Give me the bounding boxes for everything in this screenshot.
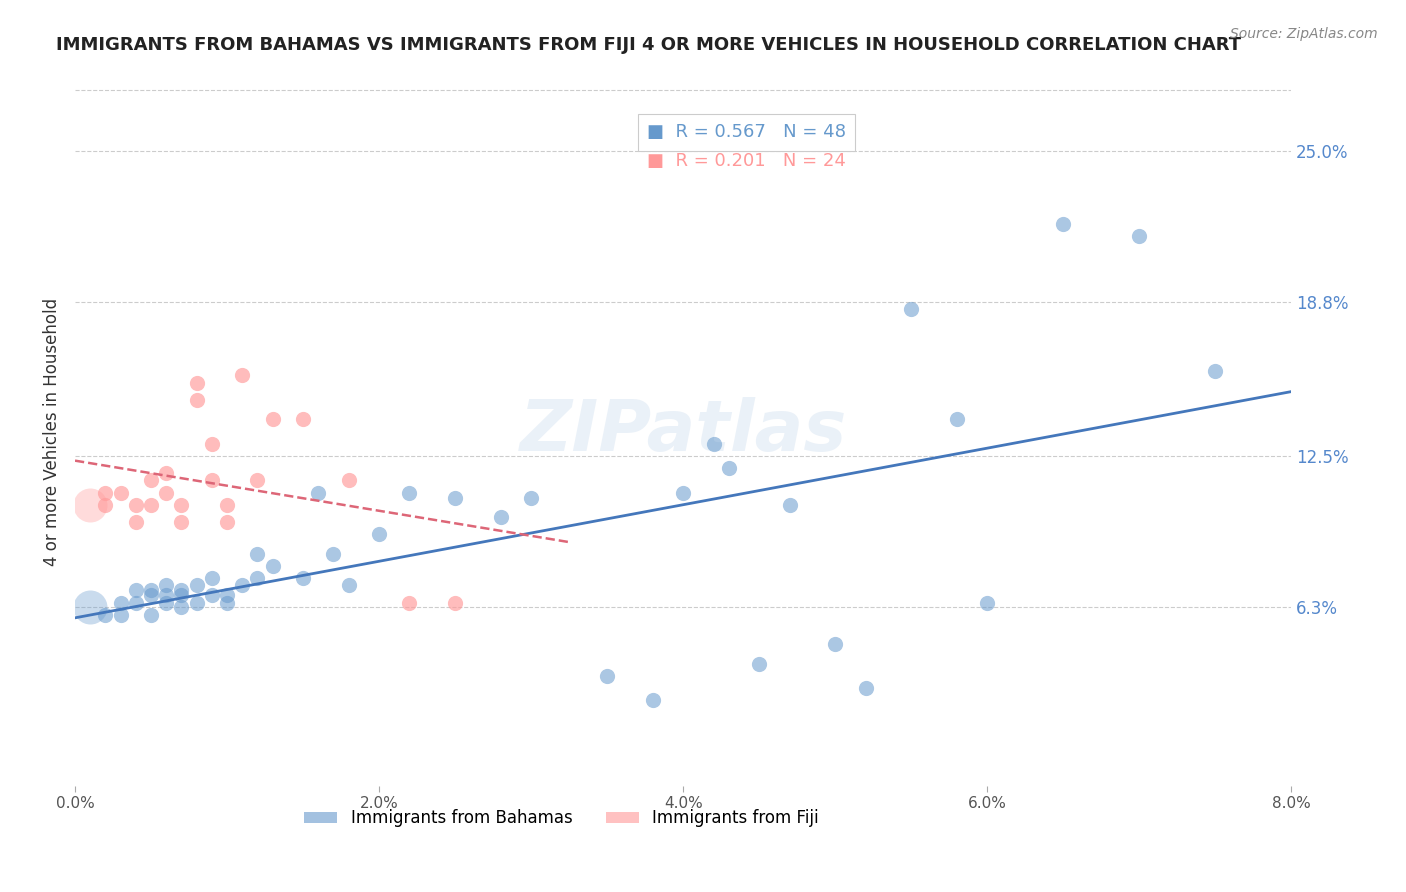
Point: [307, 485, 329, 500]
Point: [186, 376, 208, 390]
Point: [824, 637, 846, 651]
Point: [368, 527, 391, 541]
Point: [125, 583, 148, 598]
Point: [201, 437, 224, 451]
Point: [292, 412, 315, 426]
Point: [170, 498, 193, 512]
Point: [125, 515, 148, 529]
Point: [79, 600, 101, 615]
Point: [900, 302, 922, 317]
Point: [444, 596, 467, 610]
Point: [110, 596, 132, 610]
Y-axis label: 4 or more Vehicles in Household: 4 or more Vehicles in Household: [44, 298, 60, 566]
Point: [444, 491, 467, 505]
Point: [110, 607, 132, 622]
Point: [976, 596, 998, 610]
Point: [1052, 217, 1074, 231]
Point: [201, 474, 224, 488]
Point: [186, 392, 208, 407]
Point: [186, 596, 208, 610]
Point: [672, 485, 695, 500]
Point: [398, 596, 420, 610]
Point: [125, 498, 148, 512]
Point: [170, 583, 193, 598]
Point: [110, 485, 132, 500]
Point: [337, 474, 360, 488]
Point: [155, 578, 177, 592]
Point: [246, 547, 269, 561]
Text: Source: ZipAtlas.com: Source: ZipAtlas.com: [1230, 27, 1378, 41]
Point: [717, 461, 740, 475]
Text: ■  R = 0.201   N = 24: ■ R = 0.201 N = 24: [647, 152, 845, 169]
Point: [703, 437, 725, 451]
Point: [748, 657, 770, 671]
Point: [139, 607, 162, 622]
Point: [231, 368, 253, 383]
Point: [94, 607, 117, 622]
Point: [170, 600, 193, 615]
Point: [246, 474, 269, 488]
Point: [489, 510, 512, 524]
Point: [186, 578, 208, 592]
Text: IMMIGRANTS FROM BAHAMAS VS IMMIGRANTS FROM FIJI 4 OR MORE VEHICLES IN HOUSEHOLD : IMMIGRANTS FROM BAHAMAS VS IMMIGRANTS FR…: [56, 36, 1241, 54]
Point: [155, 466, 177, 480]
Point: [337, 578, 360, 592]
Point: [155, 588, 177, 602]
Point: [215, 515, 238, 529]
Point: [1128, 229, 1150, 244]
Point: [231, 578, 253, 592]
Point: [215, 498, 238, 512]
Point: [262, 412, 284, 426]
Point: [139, 583, 162, 598]
Point: [125, 596, 148, 610]
Point: [322, 547, 344, 561]
Point: [155, 485, 177, 500]
Point: [170, 515, 193, 529]
Point: [779, 498, 801, 512]
Point: [94, 485, 117, 500]
Point: [1204, 363, 1226, 377]
Point: [215, 588, 238, 602]
Point: [201, 588, 224, 602]
Text: ZIPatlas: ZIPatlas: [519, 397, 846, 467]
Point: [170, 588, 193, 602]
Point: [94, 498, 117, 512]
Text: ■  R = 0.567   N = 48: ■ R = 0.567 N = 48: [647, 123, 845, 142]
Legend: Immigrants from Bahamas, Immigrants from Fiji: Immigrants from Bahamas, Immigrants from…: [297, 803, 825, 834]
Point: [946, 412, 969, 426]
Point: [855, 681, 877, 695]
Point: [201, 571, 224, 585]
Point: [155, 596, 177, 610]
Point: [246, 571, 269, 585]
Point: [139, 498, 162, 512]
Point: [262, 558, 284, 573]
Point: [79, 498, 101, 512]
Point: [520, 491, 543, 505]
Point: [139, 588, 162, 602]
Point: [596, 669, 619, 683]
Point: [139, 474, 162, 488]
Point: [641, 693, 664, 707]
Point: [215, 596, 238, 610]
Point: [292, 571, 315, 585]
Point: [398, 485, 420, 500]
